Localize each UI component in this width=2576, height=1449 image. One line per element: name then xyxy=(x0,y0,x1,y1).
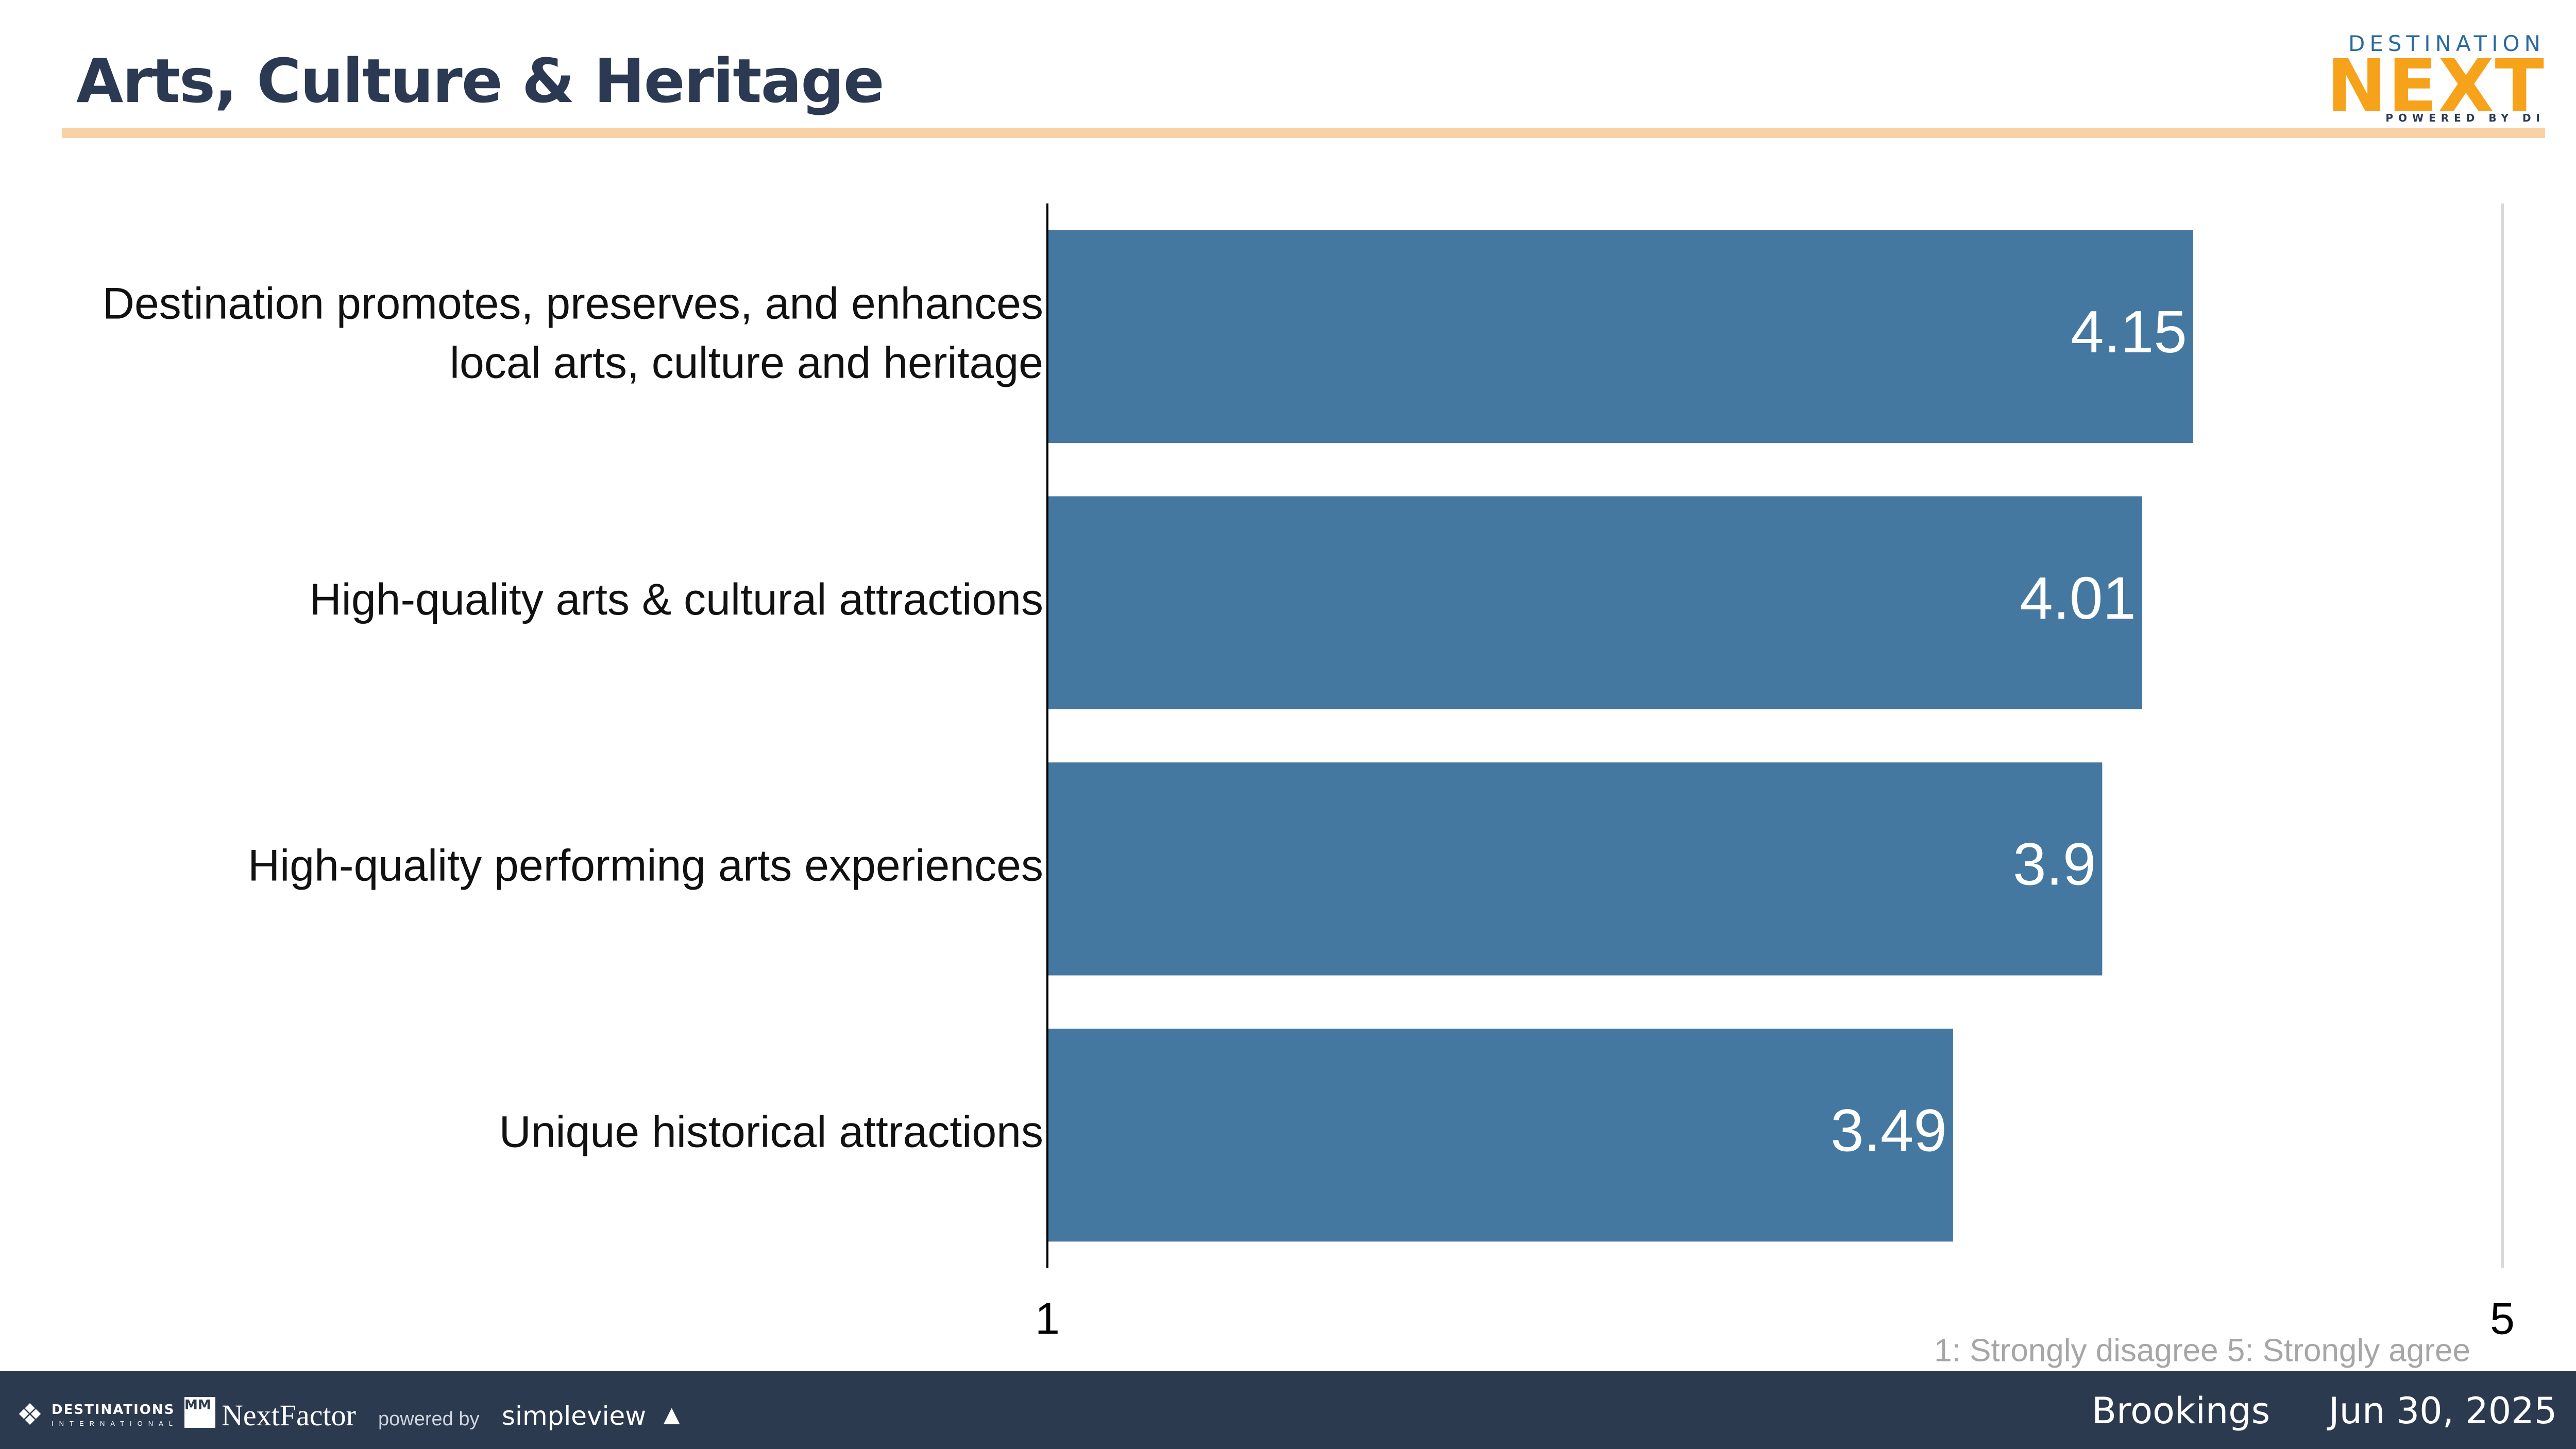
powered-by-text: powered by xyxy=(378,1408,480,1430)
category-label-3: High-quality performing arts experiences xyxy=(248,841,1043,891)
bar-chart: 4.15 Destination promotes, preserves, and… xyxy=(103,203,2515,1368)
mmgy-logo: MM GY xyxy=(184,1397,236,1428)
destinations-international-subtext: INTERNATIONAL xyxy=(52,1420,179,1427)
bar-4 xyxy=(1047,1028,1953,1242)
bar-value-label-1: 4.15 xyxy=(2071,298,2187,365)
footer-location: Brookings xyxy=(2092,1390,2270,1432)
category-label-1-line-2: local arts, culture and heritage xyxy=(450,338,1043,388)
x-tick-label-5: 5 xyxy=(2490,1294,2515,1344)
bar-2 xyxy=(1047,496,2143,709)
footer-date: Jun 30, 2025 xyxy=(2329,1390,2557,1432)
nextfactor-logo: NextFactor xyxy=(222,1399,356,1432)
destinations-international-text: DESTINATIONS xyxy=(52,1402,175,1418)
bar-value-label-4: 3.49 xyxy=(1831,1097,1947,1164)
x-tick-label-1: 1 xyxy=(1035,1294,1060,1344)
logo-main-text: NEXT xyxy=(2326,44,2545,128)
category-label-4: Unique historical attractions xyxy=(499,1107,1043,1156)
category-label-2: High-quality arts & cultural attractions xyxy=(310,575,1043,624)
bar-value-label-2: 4.01 xyxy=(2020,565,2136,632)
page-title: Arts, Culture & Heritage xyxy=(76,45,885,116)
logo-top-text: DESTINATION xyxy=(2348,31,2545,56)
scale-note: 1: Strongly disagree 5: Strongly agree xyxy=(1934,1333,2470,1368)
logo-sub-text: POWERED BY DI xyxy=(2385,112,2545,124)
destination-next-logo: DESTINATION NEXT POWERED BY DI xyxy=(2327,28,2545,131)
bar-3 xyxy=(1047,762,2103,976)
category-label-1-line-1: Destination promotes, preserves, and enh… xyxy=(103,279,1043,329)
footer-bar: ❖ DESTINATIONS INTERNATIONAL MM GY NextF… xyxy=(0,1371,2576,1449)
simpleview-logo: simpleview xyxy=(502,1401,647,1431)
title-underline xyxy=(62,128,2545,138)
simpleview-icon: ▲ xyxy=(658,1400,686,1430)
destinations-international-icon: ❖ xyxy=(16,1398,43,1431)
bar-value-label-3: 3.9 xyxy=(2013,831,2096,898)
bar-1 xyxy=(1047,230,2193,444)
